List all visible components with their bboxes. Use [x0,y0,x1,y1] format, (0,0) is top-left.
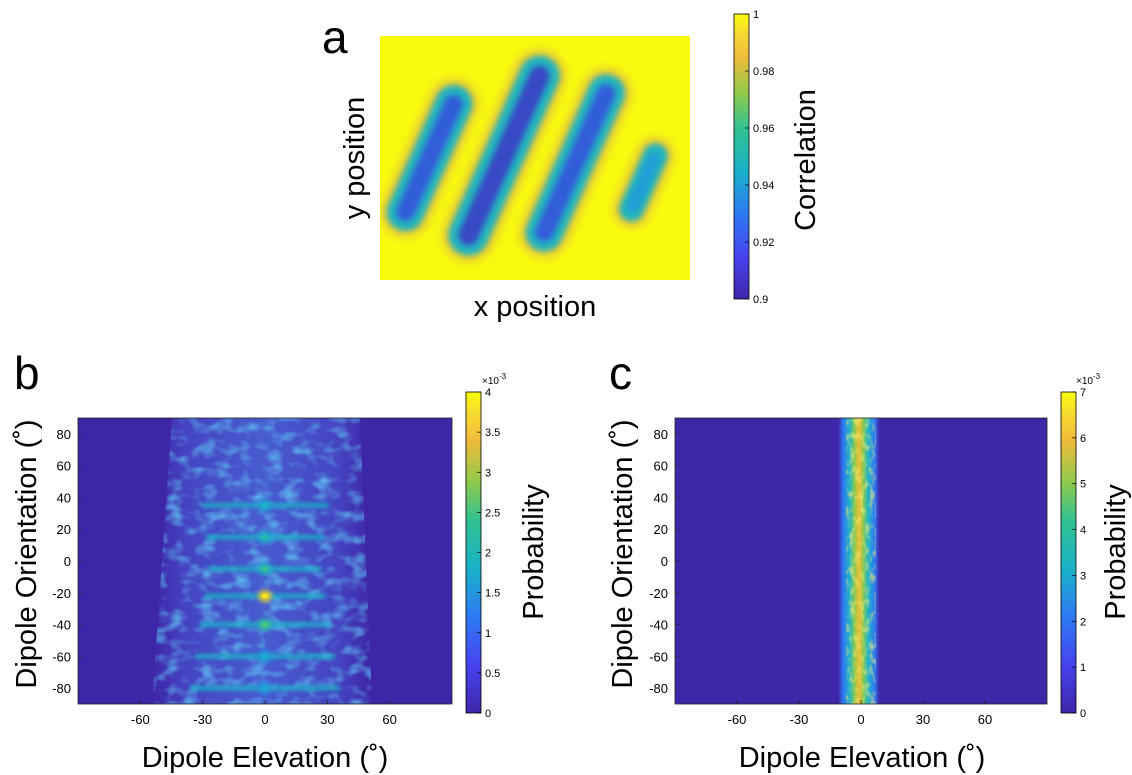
colorbar-c-tick-label: 5 [1080,479,1086,491]
x-axis-label-c: Dipole Elevation (˚) [739,742,986,774]
colorbar-b-tick-label: 3.5 [485,427,500,439]
axes-b-x-tick-label: -60 [131,712,150,727]
colorbar-c-tick-label: 6 [1080,433,1086,445]
heatmap-a-stripes [380,49,674,262]
axes-b-x-tick-label: -30 [193,712,212,727]
colorbar-c-tick-label: 7 [1080,387,1086,399]
axes-b-x-tick-label: 0 [261,712,268,727]
colorbar-b-tick-label: 3 [485,467,491,479]
colorbar-a-tick-label: 0.92 [753,237,774,249]
colorbar-c-tick-label: 3 [1080,570,1086,582]
axes-b-y-tick-label: -40 [52,618,71,633]
hot-spot-core-4 [261,534,269,540]
axes-c-x-tick-label: 0 [857,712,864,727]
colorbar-a-tick-label: 1 [753,9,759,21]
plot-area-c [674,417,1048,705]
colorbar-b-tick-label: 1.5 [485,588,500,600]
colorbar-c-tick-label: 4 [1080,525,1086,537]
colorbar-b-tick-label: 2.5 [485,507,500,519]
colorbar-c-tick-label: 2 [1080,616,1086,628]
stripe-4 [613,137,674,228]
axes-b-y-tick-label: 80 [57,427,71,442]
hot-spot-core-3 [261,566,269,572]
axes-b-y-tick-label: -80 [52,681,71,696]
hot-spot-core-6 [261,653,269,659]
colorbar-a-tick-label: 0.94 [753,180,774,192]
axes-c-y-tick-label: 0 [661,554,668,569]
colorbar-b-tick-label: 4 [485,387,491,399]
axes-c-y-tick-label: 40 [654,490,668,505]
x-axis-label-b: Dipole Elevation (˚) [142,742,389,774]
colorbar-a-tick-label: 0.9 [753,294,768,306]
colorbar-a-bar [733,13,750,300]
colorbar-c-label: Probability [1100,484,1132,620]
heatmap-b-speckle [152,418,372,704]
colorbar-b-tick-label: 0.5 [485,668,500,680]
colorbar-b-tick-label: 0 [485,708,491,720]
stripe-2 [442,49,566,262]
axes-b-x-tick-label: 60 [382,712,396,727]
colorbar-a: 1 0.98 0.96 0.94 0.92 0.9 Correlation [733,9,822,306]
axes-c-x-tick-label: 30 [916,712,930,727]
axes-c-y-tick-label: 80 [654,427,668,442]
y-axis-label-b: Dipole Orientation (˚) [11,419,43,688]
axes-b-y-tick-label: 60 [57,459,71,474]
axes-b-y-tick-label: 0 [64,554,71,569]
panel-a: a x position y position 1 0.98 0.96 0.94 0.9… [322,9,822,323]
hot-spot-core-7 [261,685,269,691]
colorbar-b-tick-label: 1 [485,628,491,640]
axes-c-y-tick-label: 20 [654,522,668,537]
axes-c-y-tick-label: -40 [649,618,668,633]
hot-spot-core-1 [261,593,269,599]
colorbar-a-tick-label: 0.98 [753,66,774,78]
axes-b-x-tick-label: 30 [320,712,334,727]
axes-b-y-tick-label: -60 [52,649,71,664]
y-axis-label-c: Dipole Orientation (˚) [607,419,639,688]
axes-c-y-tick-label: -60 [649,649,668,664]
colorbar-a-label: Correlation [790,89,822,231]
colorbar-c-exponent: ×10-3 [1076,372,1101,387]
plot-area-b [77,417,453,705]
colorbar-c-bar [1060,391,1077,714]
axes-b-y-tick-label: -20 [52,586,71,601]
panel-letter-b: b [14,347,40,399]
colorbar-c-tick-label: 0 [1080,708,1086,720]
axes-b-y-tick-label: 40 [57,490,71,505]
colorbar-b: 4 3.5 3 2.5 2 1.5 1 0.5 0 ×10-3 Probability [465,372,550,720]
hot-spot-core-2 [261,622,269,628]
axes-c-y-tick-label: -20 [649,586,668,601]
axes-c-y-tick-label: -80 [649,681,668,696]
x-axis-label-a: x position [474,291,597,323]
panel-letter-a: a [322,11,348,63]
colorbar-b-label: Probability [518,484,550,620]
axes-c-x-tick-label: 60 [978,712,992,727]
colorbar-b-exponent: ×10-3 [482,372,507,387]
panel-letter-c: c [609,347,632,399]
heatmap-b-spots [258,499,272,695]
axes-c-x-tick-label: -30 [790,712,809,727]
colorbar-b-tick-label: 2 [485,548,491,560]
axes-b-y-tick-label: 20 [57,522,71,537]
axes-c-x-tick-label: -60 [728,712,747,727]
y-axis-label-a: y position [339,97,371,220]
axes-c-y-tick-label: 60 [654,459,668,474]
hot-spot-core-5 [261,502,269,508]
stripe-1 [380,79,479,237]
heatmap-c-texture [846,418,876,704]
colorbar-c: 7 6 5 4 3 2 1 0 ×10-3 Probability [1060,372,1132,720]
plot-area-a [380,36,690,280]
colorbar-c-tick-label: 1 [1080,662,1086,674]
stripe-3 [519,68,632,258]
colorbar-a-tick-label: 0.96 [753,123,774,135]
